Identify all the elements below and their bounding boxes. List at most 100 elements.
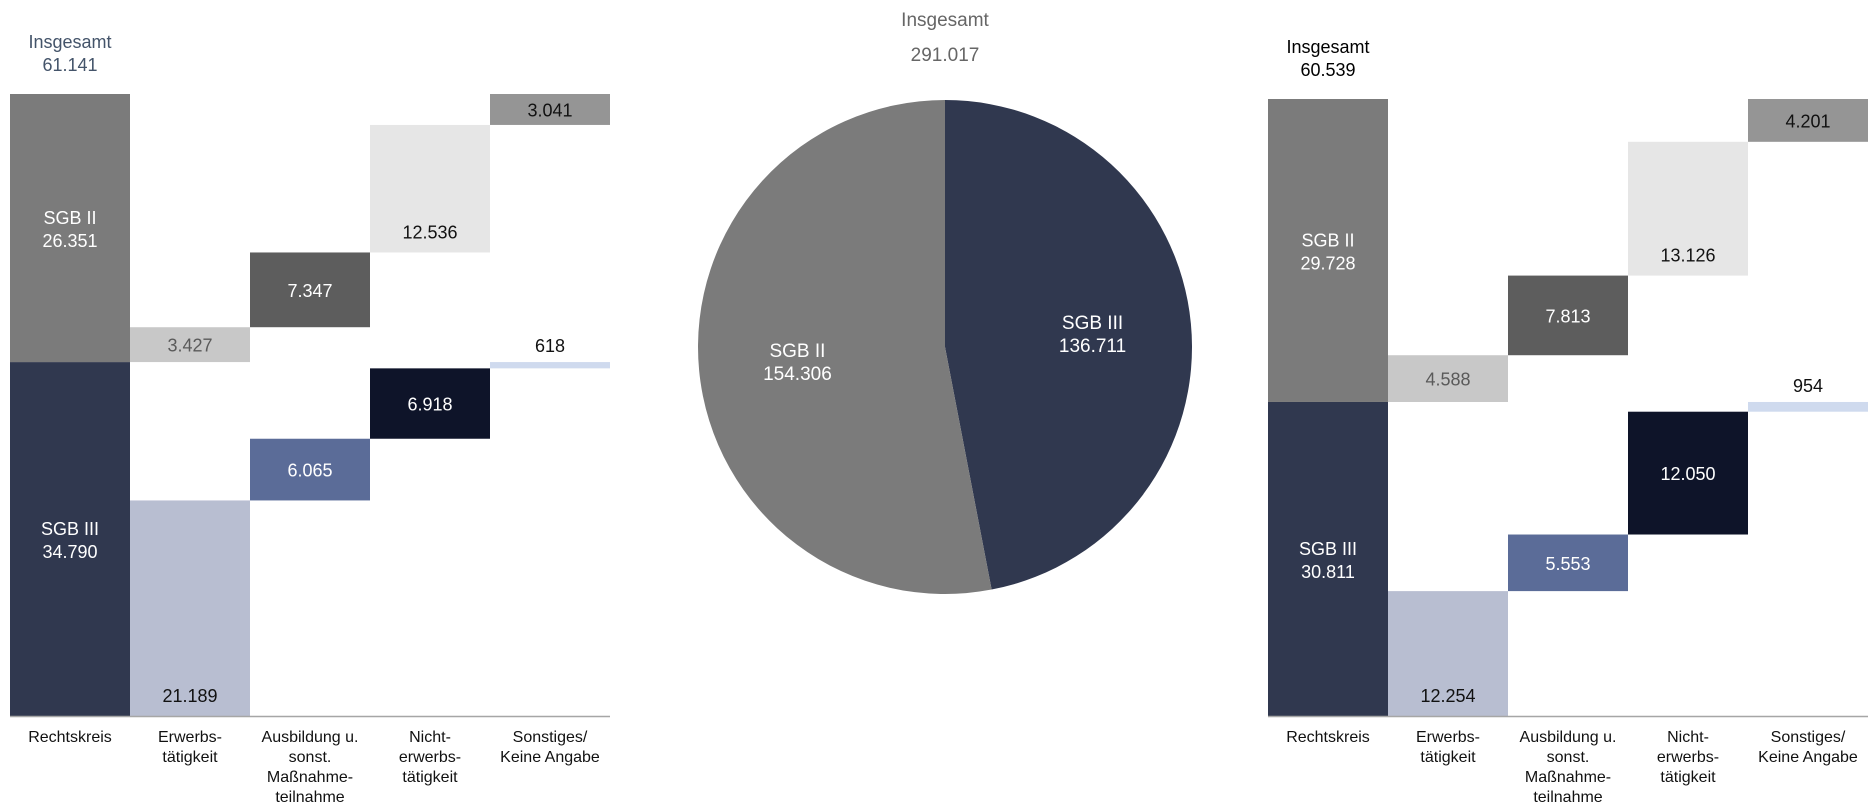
waterfall-chart-right: Insgesamt 60.539 SGB III 30.811 SGB II 29.728… — [1268, 37, 1868, 806]
label-sgb2-total: SGB II 26.351 — [42, 208, 97, 251]
total-label: Insgesamt — [28, 32, 111, 52]
pie-chart-center: Insgesamt 291.017 SGB III 136.711 SGB II 154.… — [698, 10, 1193, 595]
total-value: 60.539 — [1300, 60, 1355, 80]
tick-label-1: Erwerbs-tätigkeit — [1416, 729, 1480, 766]
tick-label-4-line: Sonstiges/ — [513, 729, 588, 746]
tick-label-1-line: tätigkeit — [162, 749, 218, 766]
pie-slice-1 — [698, 100, 992, 595]
label-sgb3-cat-4-line: 954 — [1793, 376, 1823, 396]
label-sgb3-total-line: SGB III — [1299, 539, 1357, 559]
bar-sgb3-cat-3 — [1628, 411, 1748, 535]
label-sgb2-cat-3: 13.126 — [1660, 246, 1715, 266]
label-sgb3-cat-2: 5.553 — [1545, 554, 1590, 574]
tick-label-0-line: Rechtskreis — [28, 729, 112, 746]
label-sgb3-total-line: 34.790 — [42, 542, 97, 562]
bar-sgb3-cat-4 — [1748, 401, 1868, 412]
bar-sgb3-cat-3 — [370, 368, 490, 439]
label-sgb3-cat-2: 6.065 — [287, 461, 332, 481]
label-sgb2-cat-2-line: 7.347 — [287, 281, 332, 301]
tick-label-2-line: Maßnahme- — [267, 769, 353, 786]
tick-label-3-line: Nicht- — [409, 729, 451, 746]
bar-sgb3-cat-4 — [490, 362, 610, 369]
bar-sgb2-cat-1 — [1388, 355, 1508, 402]
label-sgb3-cat-2-line: 5.553 — [1545, 554, 1590, 574]
tick-label-2: Ausbildung u. sonst. Maßnahme-teilnahme — [262, 729, 359, 806]
tick-label-0-line: Rechtskreis — [1286, 729, 1370, 746]
label-sgb2-cat-2: 7.813 — [1545, 306, 1590, 326]
tick-label-3: Nicht-erwerbs-tätigkeit — [1657, 729, 1719, 786]
label-sgb3-total-line: 30.811 — [1301, 562, 1355, 582]
tick-label-4: Sonstiges/Keine Angabe — [500, 729, 600, 766]
bar-sgb3-cat-1 — [130, 500, 250, 716]
label-sgb3-cat-4: 618 — [535, 336, 565, 356]
tick-label-2-line: teilnahme — [275, 789, 344, 806]
pie-slice-0 — [945, 100, 1193, 590]
bar-sgb3-cat-1 — [1388, 591, 1508, 716]
tick-label-0: Rechtskreis — [1286, 729, 1370, 746]
label-sgb2-total: SGB II 29.728 — [1300, 230, 1355, 273]
bar-sgb2-total — [10, 94, 130, 363]
tick-label-2-line: Maßnahme- — [1525, 769, 1611, 786]
bar-sgb3-cat-2 — [250, 438, 370, 501]
label-sgb3-cat-1: 21.189 — [162, 686, 217, 706]
tick-label-3-line: erwerbs- — [1657, 749, 1719, 766]
pie-total-label: Insgesamt — [901, 10, 989, 31]
bar-sgb2-cat-3 — [370, 124, 490, 253]
label-sgb3-cat-1-line: 21.189 — [162, 686, 217, 706]
label-sgb2-cat-4: 4.201 — [1785, 111, 1830, 131]
label-sgb2-cat-3-line: 13.126 — [1660, 246, 1715, 266]
bar-sgb2-cat-4 — [490, 94, 610, 125]
label-sgb2-cat-3-line: 12.536 — [402, 222, 457, 242]
total-value-line: 60.539 — [1300, 60, 1355, 80]
label-sgb2-cat-3: 12.536 — [402, 222, 457, 242]
bar-sgb2-cat-3 — [1628, 141, 1748, 276]
tick-label-4: Sonstiges/Keine Angabe — [1758, 729, 1858, 766]
label-sgb3-cat-1-line: 12.254 — [1420, 686, 1475, 706]
tick-label-2-line: Ausbildung u. — [262, 729, 359, 746]
tick-label-2-line: sonst. — [1547, 749, 1590, 766]
label-sgb2-total-line: SGB II — [43, 208, 96, 228]
bar-sgb3-cat-2 — [1508, 534, 1628, 592]
label-sgb2-cat-1: 3.427 — [167, 336, 212, 356]
label-sgb3-cat-1: 12.254 — [1420, 686, 1475, 706]
label-sgb3-cat-3-line: 12.050 — [1660, 464, 1715, 484]
tick-label-3-line: tätigkeit — [402, 769, 458, 786]
bar-sgb2-cat-4 — [1748, 99, 1868, 142]
label-sgb3-cat-3: 12.050 — [1660, 464, 1715, 484]
tick-label-1-line: Erwerbs- — [1416, 729, 1480, 746]
total-value-line: 61.141 — [42, 55, 97, 75]
pie-total-value: 291.017 — [911, 45, 980, 66]
total-label-line: Insgesamt — [28, 32, 111, 52]
label-sgb3-cat-2-line: 6.065 — [287, 461, 332, 481]
tick-label-4-line: Sonstiges/ — [1771, 729, 1846, 746]
tick-label-0: Rechtskreis — [28, 729, 112, 746]
label-sgb2-cat-4: 3.041 — [527, 100, 572, 120]
pie-slice-label-0: SGB III 136.711 — [1059, 313, 1126, 357]
bar-sgb2-total — [1268, 99, 1388, 402]
label-sgb3-total: SGB III 34.790 — [41, 519, 99, 562]
bar-sgb2-cat-1 — [130, 327, 250, 363]
total-label-line: Insgesamt — [1286, 37, 1369, 57]
label-sgb2-cat-1: 4.588 — [1425, 370, 1470, 390]
label-sgb3-cat-3-line: 6.918 — [407, 395, 452, 415]
label-sgb3-total: SGB III 30.811 — [1299, 539, 1357, 582]
total-value: 61.141 — [42, 55, 97, 75]
tick-label-2-line: Ausbildung u. — [1520, 729, 1617, 746]
bar-sgb2-cat-2 — [1508, 275, 1628, 356]
label-sgb2-total-line: 29.728 — [1300, 253, 1355, 273]
label-sgb3-cat-4: 954 — [1793, 376, 1823, 396]
tick-label-1-line: tätigkeit — [1420, 749, 1476, 766]
tick-label-3-line: tätigkeit — [1660, 769, 1716, 786]
pie-slice-label-1-line: 154.306 — [763, 364, 832, 385]
tick-label-3-line: erwerbs- — [399, 749, 461, 766]
tick-label-4-line: Keine Angabe — [1758, 749, 1858, 766]
tick-label-1: Erwerbs-tätigkeit — [158, 729, 222, 766]
label-sgb2-total-line: SGB II — [1301, 230, 1354, 250]
tick-label-2-line: sonst. — [289, 749, 332, 766]
total-label: Insgesamt — [1286, 37, 1369, 57]
bar-sgb3-total — [10, 362, 130, 716]
pie-total-value-line: 291.017 — [911, 45, 980, 66]
label-sgb2-cat-1-line: 3.427 — [167, 336, 212, 356]
label-sgb3-cat-3: 6.918 — [407, 395, 452, 415]
